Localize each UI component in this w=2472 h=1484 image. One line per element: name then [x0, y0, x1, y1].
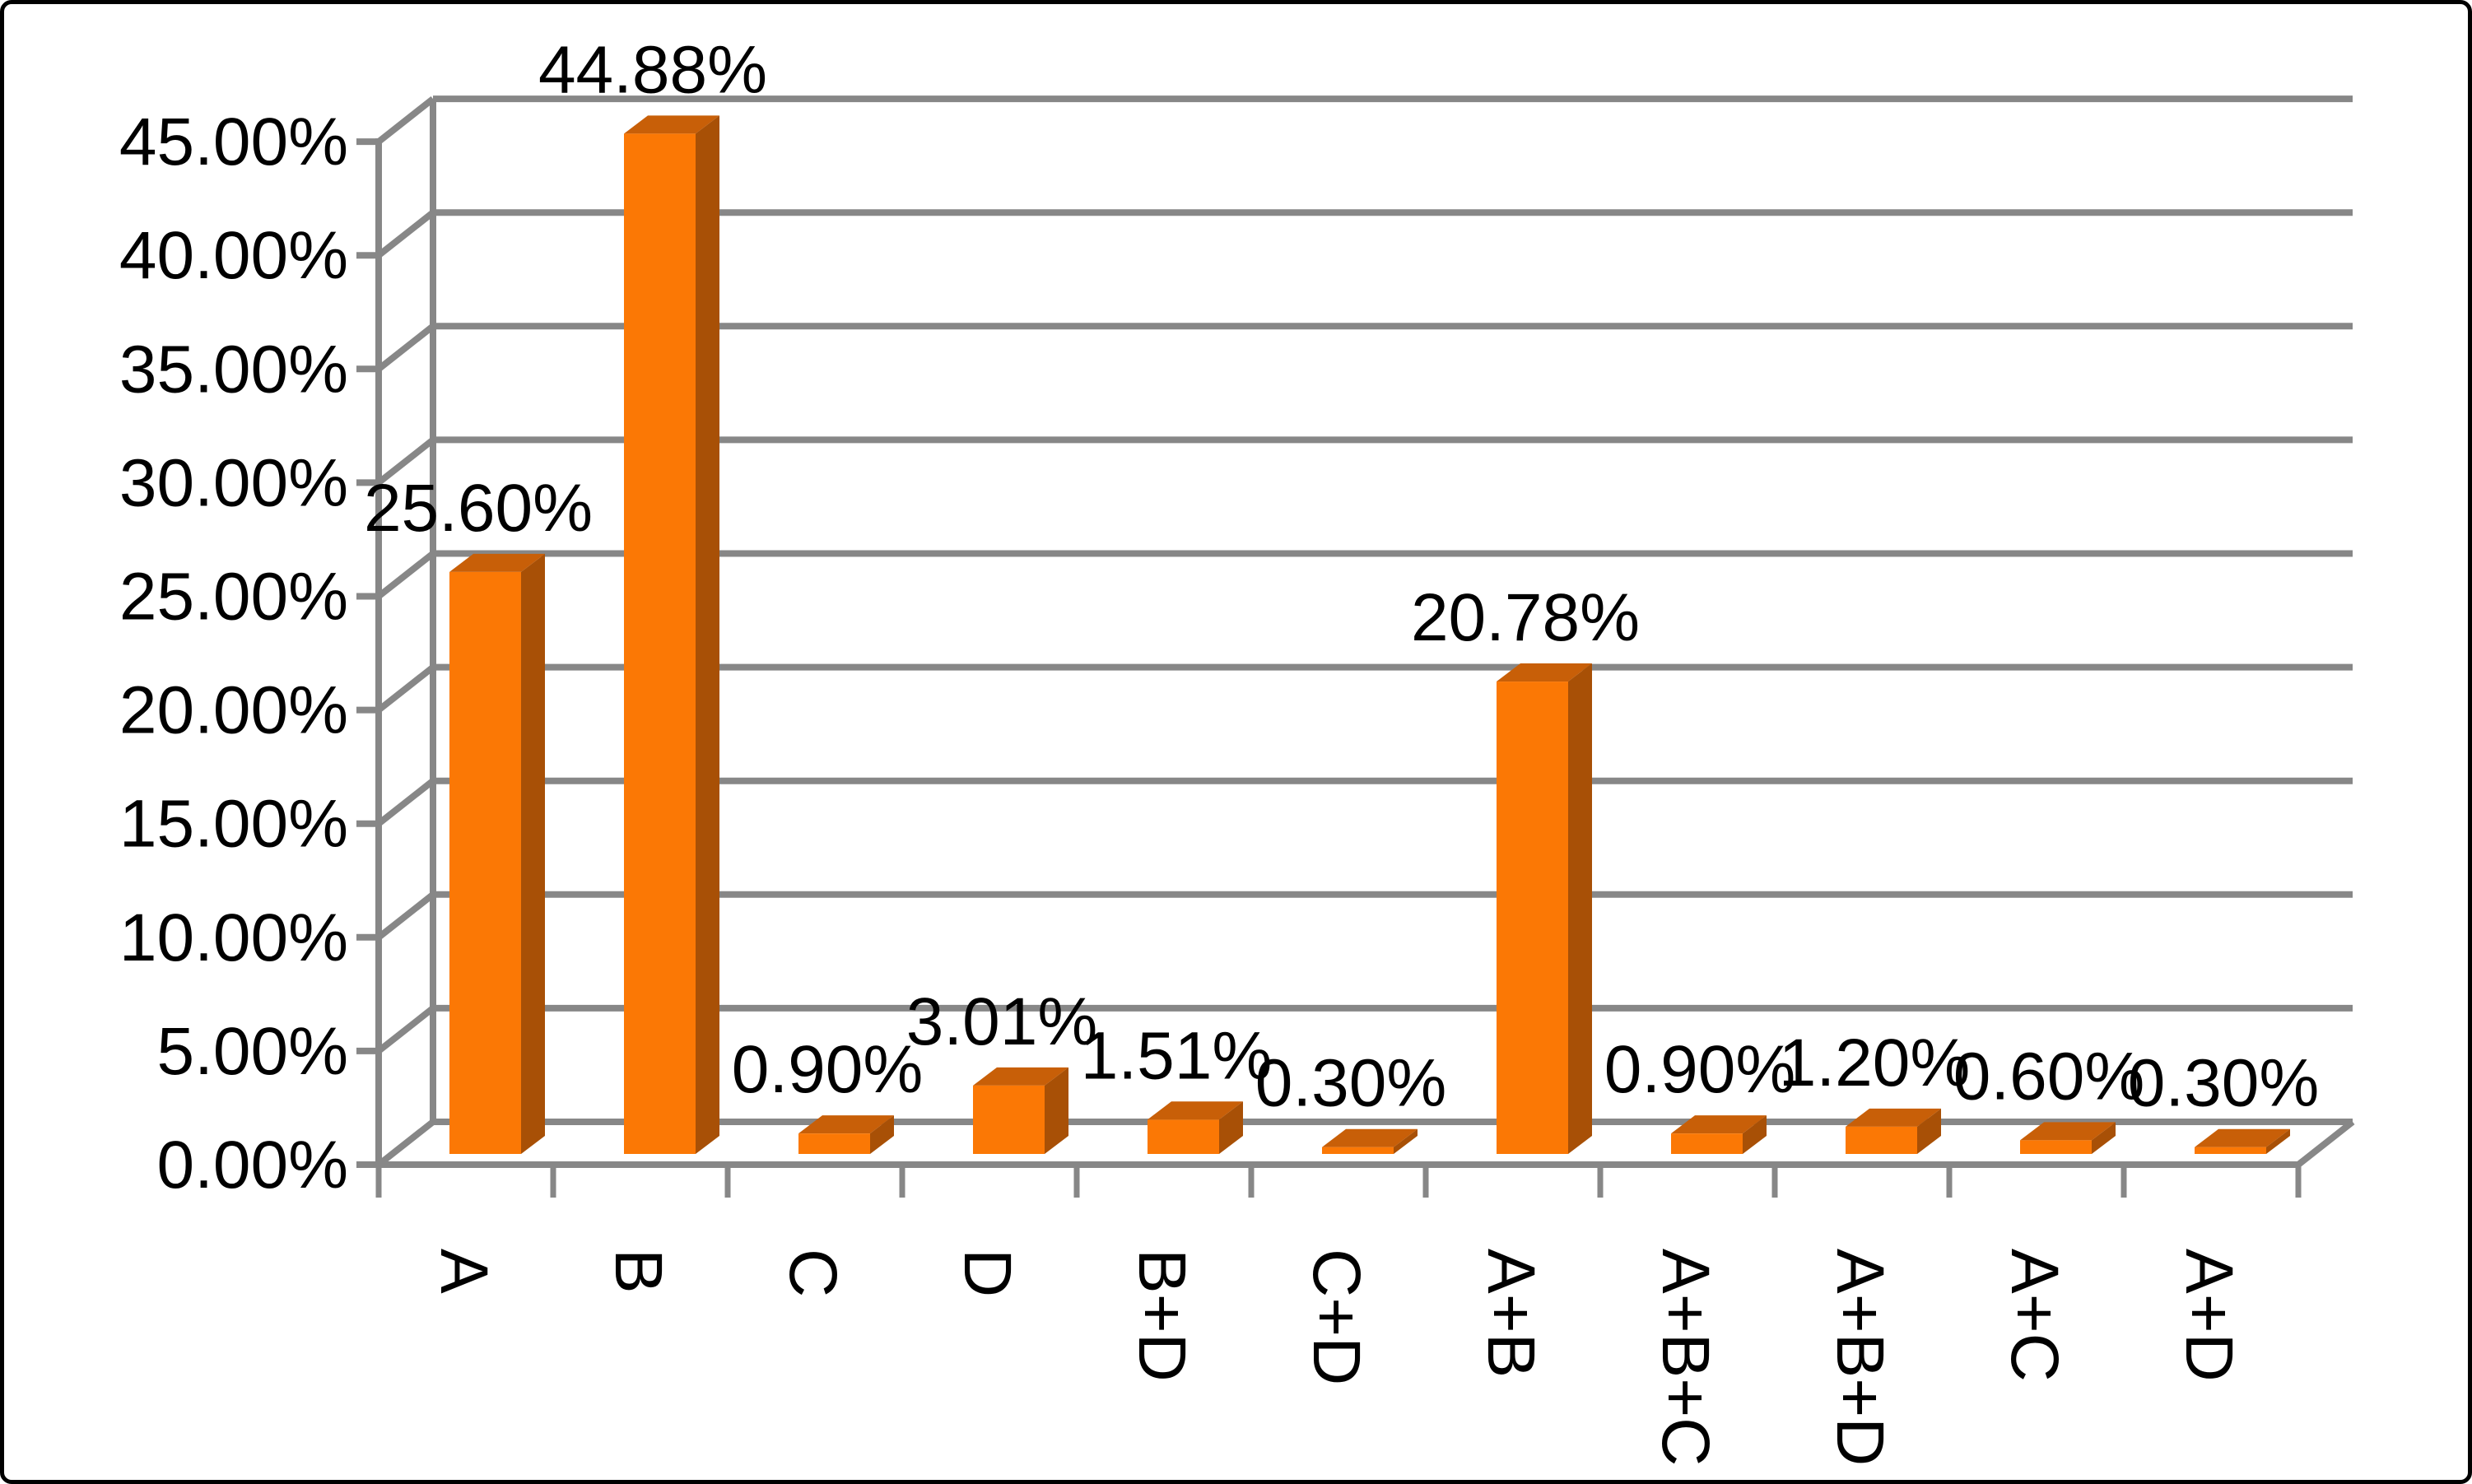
bar-front-face	[449, 571, 521, 1154]
bar-A+B+D[interactable]	[1846, 1108, 1941, 1154]
data-label: 0.90%	[1604, 1032, 1796, 1107]
gridline-depth-segment	[376, 891, 435, 940]
y-axis-tick-label: 45.00%	[119, 105, 348, 179]
gridline-depth-segment	[376, 437, 435, 486]
gridline-depth-segment	[376, 664, 435, 713]
gridline-depth-segment	[376, 551, 435, 599]
gridline-depth-segment	[376, 1005, 435, 1054]
category-label-B: B	[601, 1249, 676, 1294]
bar-top-face	[1671, 1115, 1767, 1134]
bar-top-face	[2020, 1122, 2116, 1141]
bar-front-face	[1846, 1126, 1917, 1154]
data-label: 1.51%	[1081, 1018, 1273, 1093]
bar-side-face	[696, 115, 719, 1154]
bar-top-face	[2195, 1128, 2290, 1147]
bar-side-face	[1568, 663, 1592, 1154]
floor-right-edge	[2296, 1119, 2355, 1168]
y-axis-tick-label: 30.00%	[119, 445, 348, 520]
bar-chart-3d: 25.60%44.88%0.90%3.01%1.51%0.30%20.78%0.…	[119, 32, 2355, 1466]
bar-top-face	[798, 1115, 894, 1134]
bar-top-face	[624, 115, 719, 134]
bar-side-face	[1917, 1108, 1941, 1154]
data-label: 0.30%	[1255, 1046, 1447, 1121]
data-label: 1.20%	[1779, 1026, 1971, 1100]
category-label-A+B: A+B	[1473, 1249, 1548, 1378]
bar-side-face	[870, 1115, 894, 1154]
y-axis-tick-label: 0.00%	[156, 1128, 348, 1203]
bar-top-face	[449, 553, 545, 572]
bar-C[interactable]	[798, 1115, 894, 1154]
category-label-C+D: C+D	[1299, 1249, 1374, 1385]
bar-front-face	[2195, 1147, 2266, 1154]
gridline-depth-segment	[376, 95, 435, 145]
bar-A+B+C[interactable]	[1671, 1115, 1767, 1154]
category-label-A+B+C: A+B+C	[1648, 1249, 1723, 1466]
y-axis-tick-label: 35.00%	[119, 332, 348, 407]
data-labels: 25.60%44.88%0.90%3.01%1.51%0.30%20.78%0.…	[364, 32, 2319, 1120]
bar-C+D[interactable]	[1322, 1128, 1418, 1154]
y-axis-tick-label: 40.00%	[119, 218, 348, 293]
data-label: 0.90%	[732, 1032, 924, 1107]
bar-front-face	[2020, 1140, 2092, 1154]
data-label: 25.60%	[364, 471, 593, 546]
y-axis-tick-labels: 45.00% 40.00% 35.00% 30.00% 25.00% 20.00% 15.0…	[119, 105, 348, 1203]
gridline-depth-segment	[376, 778, 435, 826]
bar-side-face	[1394, 1128, 1418, 1154]
bar-front-face	[1322, 1147, 1394, 1154]
bar-side-face	[2092, 1122, 2116, 1154]
category-label-B+D: B+D	[1124, 1249, 1199, 1382]
bar-D[interactable]	[973, 1067, 1068, 1154]
category-label-A: A	[426, 1249, 501, 1294]
category-label-A+D: A+D	[2172, 1249, 2246, 1382]
bar-top-face	[1148, 1101, 1243, 1120]
gridline-depth-segment	[376, 323, 435, 372]
category-label-A+B+D: A+B+D	[1823, 1249, 1897, 1466]
bar-top-face	[973, 1067, 1068, 1086]
data-label: 0.60%	[1953, 1039, 2145, 1114]
y-axis-tick-label: 10.00%	[119, 900, 348, 975]
bar-side-face	[521, 553, 545, 1154]
bar-side-face	[1743, 1115, 1767, 1154]
bar-B[interactable]	[624, 115, 719, 1154]
y-axis-tick-label: 25.00%	[119, 560, 348, 635]
y-axis-tick-label: 15.00%	[119, 787, 348, 862]
data-label: 20.78%	[1411, 580, 1640, 655]
y-axis-tick-label: 5.00%	[156, 1014, 348, 1089]
bar-side-face	[2266, 1128, 2290, 1154]
bar-A+C[interactable]	[2020, 1122, 2116, 1154]
bar-side-face	[1045, 1067, 1068, 1154]
data-label: 3.01%	[906, 984, 1098, 1059]
chart-gridlines	[356, 95, 2353, 1168]
bar-front-face	[798, 1133, 870, 1154]
bar-A+B[interactable]	[1497, 663, 1592, 1154]
category-label-C: C	[775, 1249, 850, 1297]
x-axis-category-labels: A B C D B+D C+D A+B A+B+C A+B+D A+C A+D	[426, 1249, 2246, 1466]
category-label-D: D	[950, 1249, 1025, 1297]
bar-A[interactable]	[449, 553, 545, 1154]
bar-front-face	[1671, 1133, 1743, 1154]
bar-top-face	[1497, 663, 1592, 682]
gridline-depth-segment	[376, 1119, 435, 1168]
chart-floor	[375, 1119, 2355, 1198]
y-axis-tick-label: 20.00%	[119, 673, 348, 748]
bar-B+D[interactable]	[1148, 1101, 1243, 1154]
bar-front-face	[1148, 1119, 1219, 1154]
bar-front-face	[1497, 682, 1568, 1154]
gridline-depth-segment	[376, 210, 435, 258]
data-label: 0.30%	[2128, 1046, 2320, 1121]
bar-front-face	[973, 1085, 1045, 1154]
data-label: 44.88%	[538, 32, 767, 107]
category-label-A+C: A+C	[1997, 1249, 2072, 1382]
bar-side-face	[1219, 1101, 1243, 1154]
bar-A+D[interactable]	[2195, 1128, 2290, 1154]
bar-top-face	[1846, 1108, 1941, 1127]
bar-front-face	[624, 133, 696, 1154]
bar-top-face	[1322, 1128, 1418, 1147]
bar-series	[449, 115, 2290, 1154]
